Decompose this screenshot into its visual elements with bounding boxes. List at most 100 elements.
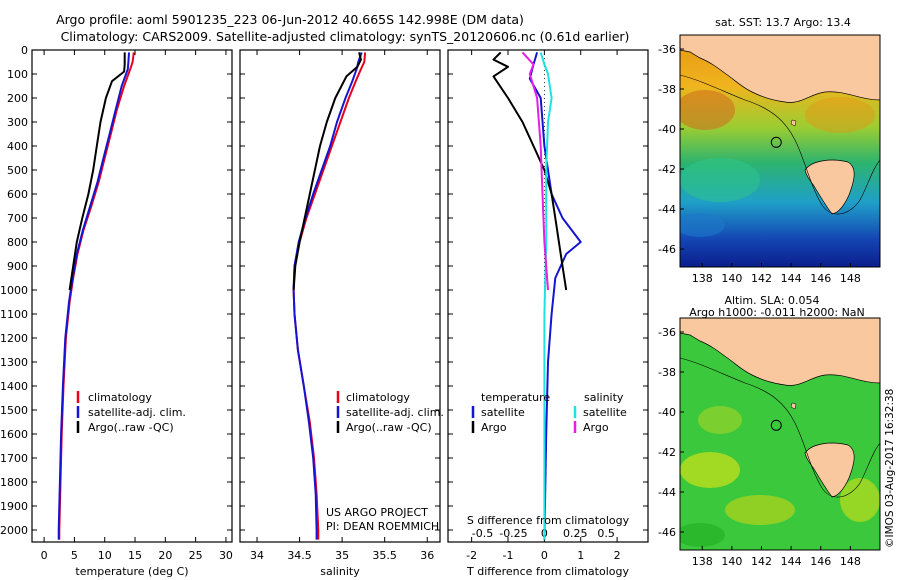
legend-label-satellite: satellite-adj. clim. — [88, 406, 186, 419]
temperature-xlabel: temperature (deg C) — [75, 565, 188, 578]
x-tick-label: 34 — [250, 549, 264, 562]
australia-mainland — [680, 318, 880, 386]
map2-frame — [679, 317, 881, 551]
sla-yellow-patch — [680, 452, 740, 488]
series-line-satellite_s — [539, 52, 553, 540]
map-y-tick-label: -44 — [658, 486, 676, 499]
sst-warm-patch — [805, 97, 875, 133]
map-y-tick-label: -38 — [658, 366, 676, 379]
map-x-tick-label: 140 — [721, 555, 742, 568]
bathymetry-contour — [680, 74, 880, 215]
sst-blue-patch — [680, 213, 725, 237]
difference-legend: temperature satellite Argo salinity sate… — [471, 391, 627, 434]
project-line2: PI: DEAN ROEMMICH — [326, 520, 439, 533]
argo-position-marker — [770, 136, 782, 148]
x-tick-label: -2 — [466, 549, 477, 562]
legend-label-climatology: climatology — [88, 391, 152, 404]
y-tick-label: 0 — [21, 44, 28, 57]
legend-label-climatology: climatology — [346, 391, 410, 404]
y-tick-label: 700 — [7, 212, 28, 225]
difference-xlabel: T difference from climatology — [466, 565, 629, 578]
y-tick-label: 1400 — [0, 380, 28, 393]
difference-chart: -2 -1 0 1 2-0.5 -0.25 0 0.25 0.5 — [448, 49, 648, 562]
map-y-tick-label: -38 — [658, 83, 676, 96]
sla-yellow-patch — [698, 406, 742, 434]
legend-title-temperature: temperature — [481, 391, 550, 404]
map-x-tick-label: 138 — [692, 272, 713, 285]
map-x-tick-label: 148 — [840, 272, 861, 285]
australia-mainland — [680, 35, 880, 103]
map-y-tick-label: -40 — [658, 406, 676, 419]
credit-text: ©IMOS 03-Aug-2017 16:32:38 — [884, 389, 896, 548]
y-tick-label: 1800 — [0, 476, 28, 489]
map-y-tick-label: -42 — [658, 163, 676, 176]
y-tick-label: 400 — [7, 140, 28, 153]
series-line-argo_s — [521, 51, 549, 291]
map2-title2: Argo h1000: -0.011 h2000: NaN — [689, 306, 865, 319]
x-tick-label: 35.5 — [372, 549, 397, 562]
legend-label-sal-argo: Argo — [583, 421, 609, 434]
x-tick-label: 0 — [41, 549, 48, 562]
legend-label-sal-satellite: satellite — [583, 406, 627, 419]
temperature-panel-frame — [31, 49, 233, 543]
tasmania — [804, 442, 855, 498]
legend-title-salinity: salinity — [584, 391, 624, 404]
map-y-tick-label: -46 — [658, 526, 676, 539]
x-tick-label: 2 — [614, 549, 621, 562]
legend-label-temp-argo: Argo — [481, 421, 507, 434]
bathymetry-contour — [680, 357, 880, 498]
figure-title-line1: Argo profile: aoml 5901235_223 06-Jun-20… — [56, 12, 524, 27]
king-island — [790, 402, 797, 410]
temperature-legend: climatology satellite-adj. clim. Argo(..… — [76, 391, 186, 434]
figure-title-line2: Climatology: CARS2009. Satellite-adjuste… — [61, 29, 630, 44]
map-x-tick-label: 142 — [751, 555, 772, 568]
temperature-chart: 0 5 10 15 20 25 300100200300400500600700800900… — [0, 44, 233, 562]
x-tick-label: 10 — [98, 549, 112, 562]
y-tick-label: 1700 — [0, 452, 28, 465]
x-tick-label: 35 — [335, 549, 349, 562]
series-line-satellite — [292, 52, 363, 540]
map1-frame — [679, 34, 881, 268]
sla-yellow-patch — [725, 495, 795, 525]
y-tick-label: 1600 — [0, 428, 28, 441]
y-tick-label: 300 — [7, 116, 28, 129]
y-tick-label: 1900 — [0, 500, 28, 513]
map1-title: sat. SST: 13.7 Argo: 13.4 — [715, 16, 851, 29]
sla-dark-patch — [680, 523, 725, 547]
sst-warm-patch — [680, 90, 735, 130]
series-line-argo — [492, 51, 568, 291]
difference-xlabel2: S difference from climatology — [467, 514, 630, 527]
y-tick-label: 2000 — [0, 524, 28, 537]
map2-title1: Altim. SLA: 0.054 — [724, 294, 819, 307]
project-line1: US ARGO PROJECT — [326, 506, 428, 519]
map-x-tick-label: 146 — [810, 555, 831, 568]
y-tick-label: 500 — [7, 164, 28, 177]
sst-green-patch — [680, 158, 760, 202]
x-tick-label: 1 — [577, 549, 584, 562]
sst-map — [679, 34, 881, 268]
legend-label-satellite: satellite-adj. clim. — [346, 406, 444, 419]
y-tick-label: 200 — [7, 92, 28, 105]
map-y-tick-label: -42 — [658, 446, 676, 459]
y-tick-label: 1200 — [0, 332, 28, 345]
y-tick-label: 1500 — [0, 404, 28, 417]
y-tick-label: 100 — [7, 68, 28, 81]
sla-yellow-patch — [840, 478, 880, 522]
x2-tick-label: 0.25 — [563, 527, 588, 540]
x-tick-label: 5 — [71, 549, 78, 562]
map-y-tick-label: -40 — [658, 123, 676, 136]
x-tick-label: 25 — [189, 549, 203, 562]
x-tick-label: 30 — [219, 549, 233, 562]
x-tick-label: -1 — [503, 549, 514, 562]
x-tick-label: 20 — [158, 549, 172, 562]
y-tick-label: 800 — [7, 236, 28, 249]
map-y-tick-label: -44 — [658, 203, 676, 216]
y-tick-label: 600 — [7, 188, 28, 201]
map-x-tick-label: 146 — [810, 272, 831, 285]
x-tick-label: 15 — [128, 549, 142, 562]
x2-tick-label: 0.5 — [597, 527, 615, 540]
legend-label-temp-satellite: satellite — [481, 406, 525, 419]
x2-tick-label: -0.25 — [499, 527, 527, 540]
y-tick-label: 900 — [7, 260, 28, 273]
y-tick-label: 1300 — [0, 356, 28, 369]
